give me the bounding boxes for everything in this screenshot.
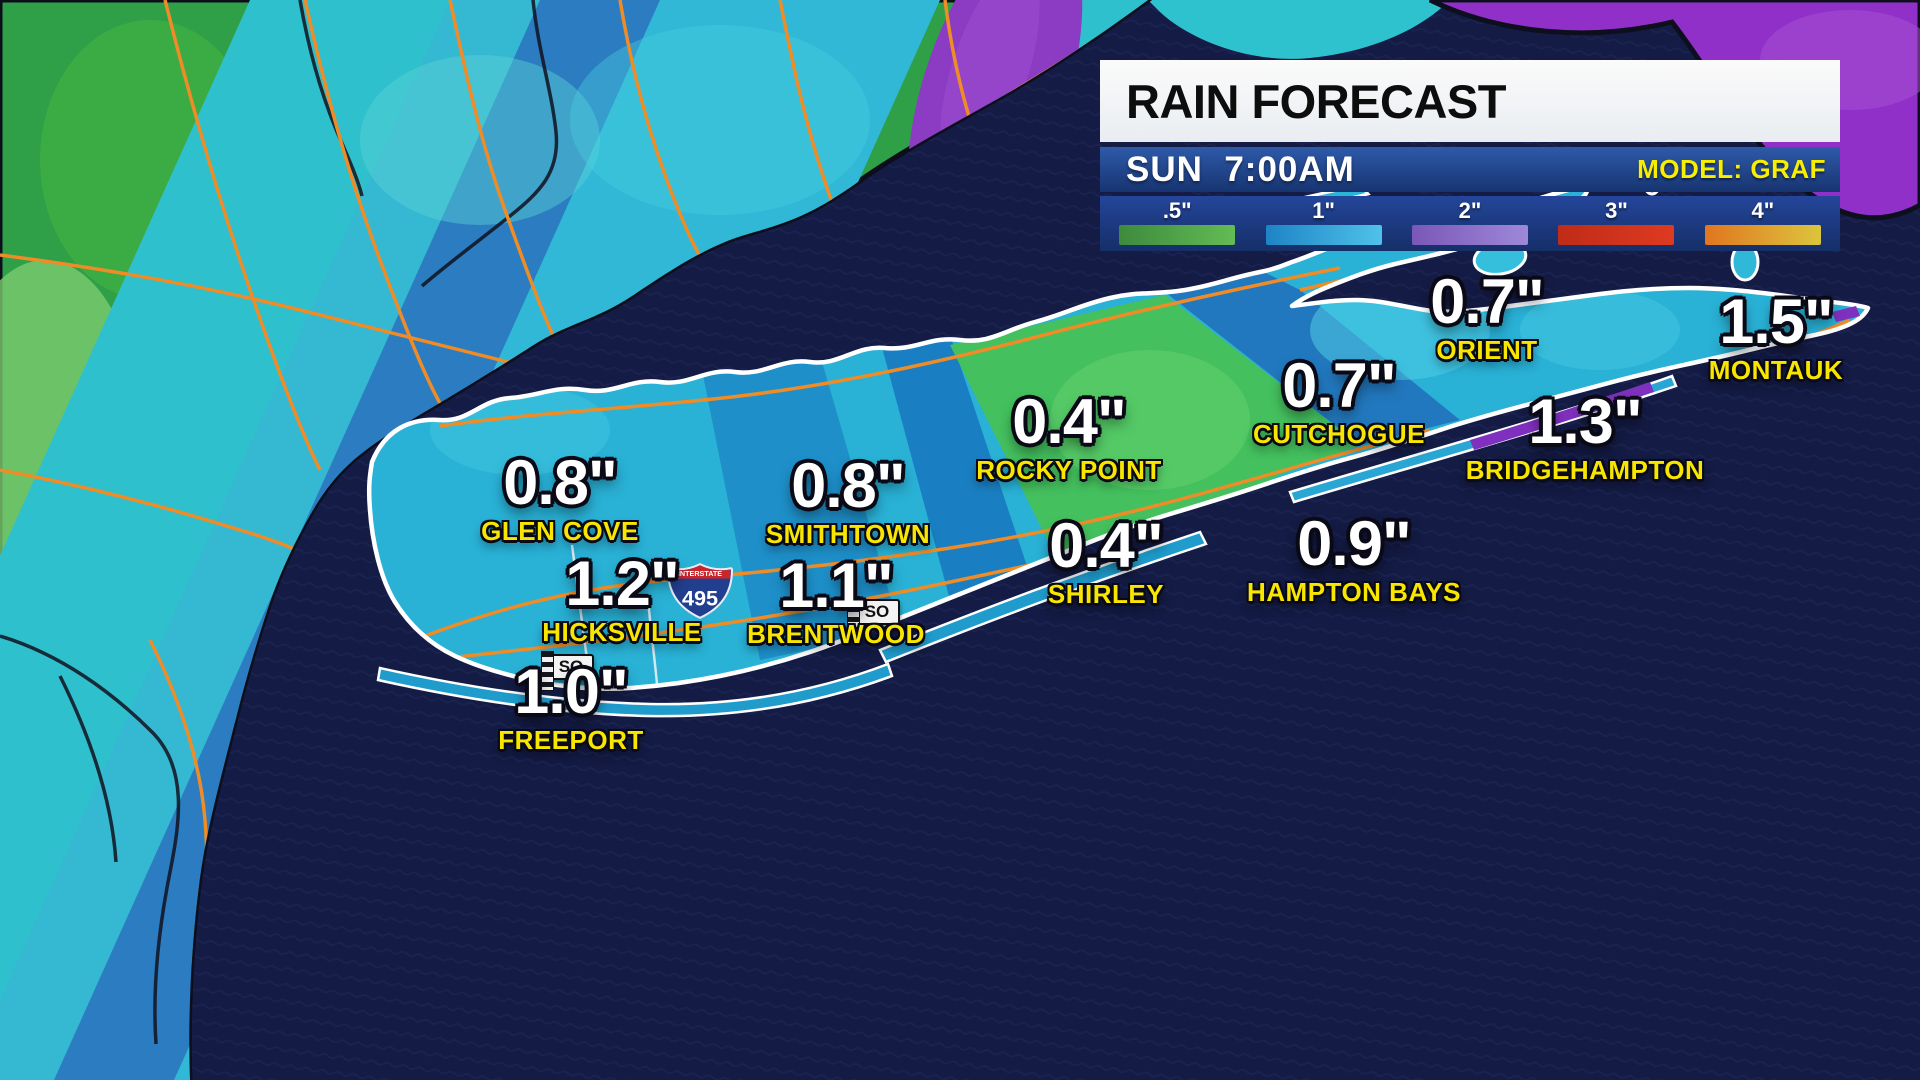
rain-amount: 0.7" [1282, 351, 1396, 421]
valid-time: SUN 7:00AM [1126, 149, 1355, 189]
station-annotation: 0.9" HAMPTON BAYS [1247, 513, 1461, 608]
scale-color-swatch [1704, 225, 1821, 245]
scale-item: 3" [1543, 198, 1689, 249]
long-island-rain-bands [424, 224, 1851, 685]
station-annotation: 0.7" ORIENT [1430, 267, 1544, 366]
state-borders [0, 0, 559, 1045]
interstate-label: INTERSTATE [678, 569, 722, 578]
station-annotation: 0.7" CUTCHOGUE [1253, 355, 1425, 450]
rain-amount: 1.1" [779, 551, 893, 621]
parkway-shield: SO [541, 651, 594, 691]
scale-color-swatch [1558, 225, 1675, 245]
rain-amount: 1.0" [514, 657, 628, 727]
scale-tick-label: 3" [1605, 198, 1628, 223]
rain-amount: 0.9" [1297, 509, 1411, 579]
station-annotation: 1.2" HICKSVILLE [542, 553, 702, 648]
scale-color-swatch [1265, 225, 1382, 245]
rain-amount: 1.5" [1719, 287, 1833, 357]
scale-item: 2" [1397, 198, 1543, 249]
town-name: HICKSVILLE [542, 617, 702, 647]
rain-amount: 0.8" [791, 451, 905, 521]
scale-color-swatch [1412, 225, 1529, 245]
legend-color-scale: .5" 1" 2" 3" 4" [1100, 196, 1840, 251]
scale-tick-label: 4" [1751, 198, 1775, 223]
town-name: BRENTWOOD [747, 619, 925, 649]
parkway-shield-label: SO [864, 602, 890, 621]
town-name: ROCKY POINT [976, 455, 1162, 485]
station-annotation: 0.8" GLEN COVE [481, 452, 639, 547]
station-annotation: 1.1" BRENTWOOD [747, 555, 925, 650]
town-name: MONTAUK [1708, 355, 1844, 385]
rain-amount: 0.7" [1430, 267, 1544, 337]
town-name: BRIDGEHAMPTON [1465, 455, 1705, 485]
rain-amount: 1.3" [1528, 387, 1642, 457]
scale-tick-label: 1" [1312, 198, 1335, 223]
scale-item: 1" [1250, 198, 1396, 249]
town-name: GLEN COVE [481, 516, 639, 546]
town-name: FREEPORT [498, 725, 644, 755]
scale-item: 4" [1690, 198, 1836, 249]
interstate-number: 495 [682, 585, 718, 610]
town-name: HAMPTON BAYS [1246, 577, 1462, 607]
interstate-shield-band [669, 565, 731, 579]
lighthouse-icon [541, 651, 554, 691]
town-name: SMITHTOWN [765, 519, 931, 549]
legend-title: RAIN FORECAST [1100, 60, 1840, 142]
legend-panel: RAIN FORECAST SUN 7:00AM MODEL: GRAF .5"… [1100, 60, 1840, 251]
station-annotation: 0.4" ROCKY POINT [976, 391, 1162, 486]
station-annotation: 1.3" BRIDGEHAMPTON [1466, 391, 1705, 486]
station-annotation: 1.0" FREEPORT [498, 661, 644, 756]
scale-tick-label: 2" [1458, 198, 1482, 223]
station-annotation: 0.4" SHIRLEY [1048, 515, 1164, 610]
interstate-495-shield: INTERSTATE 495 [666, 563, 734, 619]
town-name: ORIENT [1436, 335, 1538, 365]
barrier-islands [376, 306, 1860, 718]
town-name: CUTCHOGUE [1252, 419, 1426, 449]
legend-timebar: SUN 7:00AM MODEL: GRAF [1100, 147, 1840, 192]
rain-amount: 0.4" [1012, 387, 1126, 457]
parkway-shield: SO [847, 596, 900, 636]
scale-item: .5" [1104, 198, 1250, 249]
scale-tick-label: .5" [1162, 198, 1192, 223]
lighthouse-icon [847, 596, 860, 636]
rain-amount: 0.4" [1049, 511, 1163, 581]
station-annotation: 0.8" SMITHTOWN [766, 455, 930, 550]
town-name: SHIRLEY [1047, 579, 1165, 609]
station-annotation: 1.5" MONTAUK [1709, 291, 1843, 386]
rain-amount: 1.2" [565, 549, 679, 619]
scale-color-swatch [1119, 225, 1236, 245]
rain-amount: 0.8" [503, 448, 617, 518]
model-label: MODEL: GRAF [1637, 154, 1826, 184]
parkway-shield-label: SO [558, 657, 584, 676]
